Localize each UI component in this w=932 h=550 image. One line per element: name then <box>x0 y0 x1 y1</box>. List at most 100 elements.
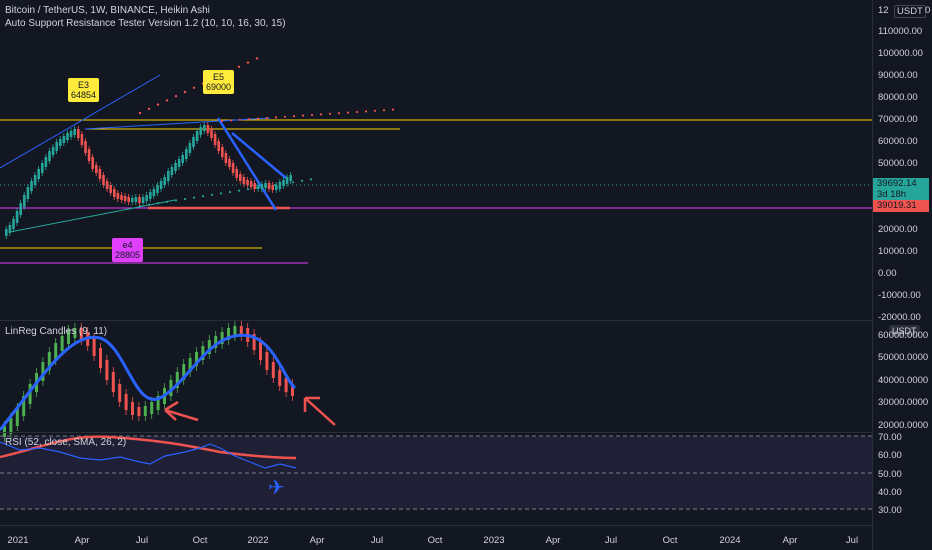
time-axis-label: Jul <box>604 535 618 546</box>
e3-callout[interactable]: E3 64854 <box>68 78 100 102</box>
indicator-title[interactable]: Auto Support Resistance Tester Version 1… <box>5 18 286 29</box>
candle-body <box>249 181 253 187</box>
linreg-candle-body <box>118 384 122 402</box>
linreg-candle-body <box>239 326 243 336</box>
linreg-candle-body <box>156 396 160 410</box>
e5-callout[interactable]: E5 69000 <box>203 70 235 94</box>
support-price-tag: 39019.31 <box>873 200 929 212</box>
linreg-candle-body <box>291 384 294 396</box>
candle-body <box>8 225 12 233</box>
projection-dot <box>291 181 295 184</box>
time-axis-label: Oct <box>662 535 678 546</box>
rsi-axis-label: 70.00 <box>878 432 902 443</box>
candle-body <box>159 181 163 189</box>
linreg-axis-label: 30000.0000 <box>878 397 929 408</box>
candle-body <box>62 136 66 143</box>
candle-body <box>170 167 174 175</box>
candle-body <box>188 143 192 153</box>
linreg-candle-body <box>54 343 58 360</box>
projection-dot <box>319 113 323 116</box>
linreg-title[interactable]: LinReg Candles (9, 11) <box>5 326 108 337</box>
candle-body <box>221 147 224 157</box>
candle-body <box>156 185 159 193</box>
candle-body <box>69 131 73 137</box>
candle-body <box>48 151 51 161</box>
candle-body <box>87 149 91 161</box>
rsi-title[interactable]: RSI (52, close, SMA, 26, 2) <box>5 437 127 448</box>
linreg-candle-body <box>278 370 282 386</box>
projection-dot <box>138 111 142 115</box>
callout-label: e4 <box>122 240 133 250</box>
scale-prefix: 12 <box>878 5 889 16</box>
projection-dot <box>210 193 214 196</box>
candle-body <box>149 192 152 199</box>
projection-dot <box>337 112 341 115</box>
projection-dot <box>255 57 259 60</box>
candle-body <box>109 185 112 193</box>
linreg-candle-body <box>271 362 275 378</box>
projection-dot <box>237 65 241 69</box>
time-axis-label: Apr <box>309 535 325 546</box>
e4-callout[interactable]: e4 28805 <box>112 238 144 262</box>
candle-body <box>167 171 170 181</box>
time-axis-label: Oct <box>192 535 208 546</box>
linreg-candle-body <box>137 407 141 416</box>
linreg-candle-body <box>188 358 192 372</box>
linreg-candle-body <box>233 326 237 336</box>
projection-dot <box>219 192 223 195</box>
candle-body <box>210 129 213 138</box>
time-axis-label: 2024 <box>719 535 741 546</box>
linreg-candle-body <box>79 328 83 340</box>
projection-dot <box>309 178 313 181</box>
linreg-candle-body <box>105 360 109 380</box>
candle-body <box>55 142 58 151</box>
pane-separator[interactable] <box>0 320 932 321</box>
candle-body <box>127 197 130 202</box>
candle-body <box>138 197 141 203</box>
projection-dot <box>174 95 178 98</box>
price-axis-label: 70000.00 <box>878 114 918 125</box>
linreg-candle-body <box>143 406 147 416</box>
candle-body <box>163 177 166 185</box>
callout-value: 64854 <box>71 90 97 100</box>
projection-dot <box>256 117 260 120</box>
rsi-axis-label: 30.00 <box>878 505 902 516</box>
linreg-candle-body <box>67 330 70 344</box>
candle-body <box>145 195 148 201</box>
candle-body <box>213 134 217 145</box>
candle-body <box>73 129 76 135</box>
candle-body <box>98 169 102 179</box>
settings-value[interactable]: 0 <box>925 5 931 16</box>
price-axis-label: 0.00 <box>878 268 897 279</box>
linreg-curve <box>0 333 297 431</box>
projection-dot <box>300 179 304 182</box>
projection-dot <box>246 188 250 191</box>
pane-separator <box>0 525 932 526</box>
price-axis[interactable] <box>872 0 932 550</box>
linreg-candle-body <box>169 380 173 396</box>
candle-body <box>123 196 127 201</box>
linreg-candle-body <box>22 396 26 416</box>
time-axis-label: Jul <box>135 535 149 546</box>
projection-dot <box>220 119 224 123</box>
time-axis-label: 2023 <box>483 535 505 546</box>
projection-dot <box>382 109 386 112</box>
projection-dot <box>147 203 151 206</box>
candle-body <box>131 198 134 202</box>
candle-body <box>23 195 26 207</box>
time-axis-label: Jul <box>370 535 384 546</box>
currency-button[interactable]: USDT <box>894 5 926 18</box>
time-axis-label: Jul <box>845 535 859 546</box>
linreg-candle-body <box>252 334 256 350</box>
countdown-tag: 3d 18h <box>873 189 929 201</box>
rsi-ma-line <box>0 435 297 460</box>
symbol-title[interactable]: Bitcoin / TetherUS, 1W, BINANCE, Heikin … <box>5 5 210 16</box>
candle-body <box>113 189 116 197</box>
time-axis-label: Apr <box>74 535 90 546</box>
candle-body <box>217 141 220 151</box>
pane-separator[interactable] <box>0 432 932 433</box>
candle-body <box>177 159 181 167</box>
projection-dot <box>192 196 196 199</box>
